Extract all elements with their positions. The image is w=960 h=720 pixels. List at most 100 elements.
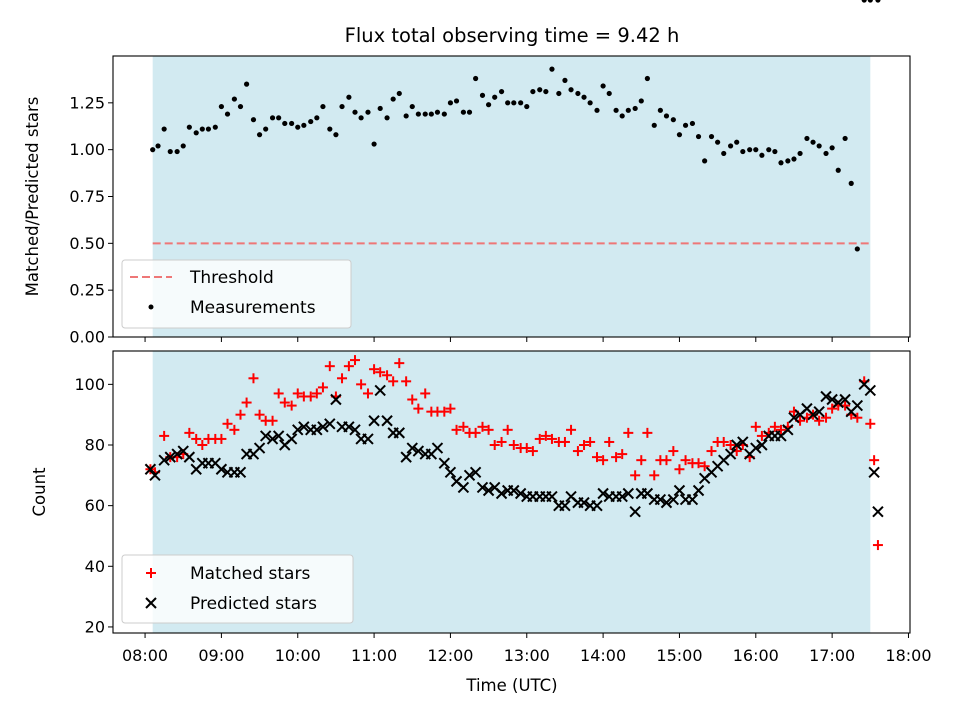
bottom-y-axis: 20 40 60 80 100 xyxy=(74,375,113,636)
matched-star-point xyxy=(693,458,704,469)
predicted-star-point xyxy=(368,415,380,427)
x-tick-label: 18:00 xyxy=(885,646,931,665)
matched-star-point xyxy=(623,427,634,438)
matched-star-point xyxy=(814,415,825,426)
predicted-star-point xyxy=(832,396,844,409)
measurement-point xyxy=(161,126,167,132)
measurement-point xyxy=(314,115,320,121)
measurement-point xyxy=(867,0,873,3)
predicted-star-point xyxy=(591,499,603,512)
measurement-point xyxy=(415,111,421,117)
measurement-point xyxy=(428,111,434,117)
predicted-star-point xyxy=(667,493,680,506)
matched-star-point xyxy=(534,433,545,444)
measurement-point xyxy=(466,109,473,115)
predicted-star-point xyxy=(616,490,628,503)
predicted-star-point xyxy=(578,496,590,509)
matched-star-point xyxy=(661,455,672,466)
predicted-star-point xyxy=(259,430,272,442)
measurement-point xyxy=(619,113,625,119)
matched-star-point xyxy=(470,427,481,438)
top-y-tick-label: 1.00 xyxy=(69,140,105,159)
legend-predicted-swatch xyxy=(145,597,157,609)
predicted-star-point xyxy=(457,481,470,494)
matched-star-point xyxy=(725,440,736,450)
predicted-star-point xyxy=(400,451,412,463)
measurement-point xyxy=(346,94,352,100)
measurement-point xyxy=(447,100,454,106)
x-axis-label: Time (UTC) xyxy=(465,676,557,695)
measurement-point xyxy=(498,88,505,95)
legend-predicted-label: Predicted stars xyxy=(190,594,317,614)
measurement-point xyxy=(734,139,740,145)
matched-star-point xyxy=(521,443,532,454)
matched-star-point xyxy=(496,436,507,447)
predicted-star-point xyxy=(546,490,558,503)
top-x-ticks xyxy=(144,337,909,342)
predicted-star-point xyxy=(381,415,393,427)
measurement-point xyxy=(835,167,841,173)
matched-star-point xyxy=(413,403,424,414)
matched-star-point xyxy=(286,400,297,411)
x-tick-label: 09:00 xyxy=(198,646,244,665)
predicted-star-point xyxy=(476,481,489,494)
x-tick-label: 16:00 xyxy=(733,646,779,665)
measurement-point xyxy=(320,103,326,110)
matched-star-point xyxy=(756,430,767,441)
predicted-star-point xyxy=(750,442,762,454)
measurement-point xyxy=(218,103,225,110)
measurement-point xyxy=(682,122,689,128)
measurement-point xyxy=(434,109,441,115)
predicted-star-point xyxy=(737,436,749,448)
bottom-panel: 20 40 60 80 100 08:00 09:00 10:00 11:00 12:00 13:… xyxy=(30,350,932,695)
bottom-y-axis-label: Count xyxy=(30,467,49,517)
predicted-star-point xyxy=(285,433,298,445)
matched-star-point xyxy=(559,436,570,447)
measurement-point xyxy=(823,150,829,157)
predicted-stars-series xyxy=(144,378,884,518)
predicted-star-point xyxy=(144,463,157,475)
measurement-point xyxy=(518,100,524,106)
top-y-axis-label: Matched/Predicted stars xyxy=(23,97,42,297)
measurement-point xyxy=(492,94,498,100)
bottom-y-tick-label: 80 xyxy=(85,436,105,455)
measurement-point xyxy=(205,126,212,132)
legend-threshold-label: Threshold xyxy=(189,268,274,288)
predicted-star-point xyxy=(292,424,304,436)
measurement-point xyxy=(562,77,568,83)
matched-star-point xyxy=(311,388,322,399)
matched-star-point xyxy=(337,373,348,384)
predicted-star-point xyxy=(343,421,355,433)
legend-matched-label: Matched stars xyxy=(190,564,310,584)
predicted-star-point xyxy=(660,496,673,509)
predicted-star-point xyxy=(330,393,342,406)
predicted-star-point xyxy=(215,463,228,475)
matched-star-point xyxy=(611,452,622,463)
predicted-star-point xyxy=(597,487,609,500)
matched-star-point xyxy=(401,376,412,387)
bottom-y-tick-label: 20 xyxy=(85,617,105,636)
matched-star-point xyxy=(668,446,679,457)
matched-star-point xyxy=(229,424,240,435)
measurement-point xyxy=(243,81,250,87)
measurement-point xyxy=(301,122,307,128)
measurement-point xyxy=(150,147,156,153)
legend-matched-swatch xyxy=(146,568,156,578)
predicted-star-point xyxy=(508,484,520,497)
bottom-y-tick-label: 100 xyxy=(74,375,105,394)
matched-star-point xyxy=(617,449,628,460)
matched-star-point xyxy=(630,470,641,481)
measurement-point xyxy=(753,147,759,153)
measurement-point xyxy=(537,87,543,93)
matched-star-point xyxy=(775,424,786,435)
predicted-star-point xyxy=(864,384,877,397)
x-tick-label: 15:00 xyxy=(656,646,702,665)
matched-star-point xyxy=(546,433,557,444)
measurement-point xyxy=(804,135,810,142)
matched-star-point xyxy=(273,388,284,399)
measurement-point xyxy=(644,75,650,82)
matched-star-point xyxy=(572,446,583,457)
measurement-point xyxy=(587,100,593,106)
measurement-point xyxy=(778,160,784,166)
measurement-point xyxy=(797,150,803,157)
